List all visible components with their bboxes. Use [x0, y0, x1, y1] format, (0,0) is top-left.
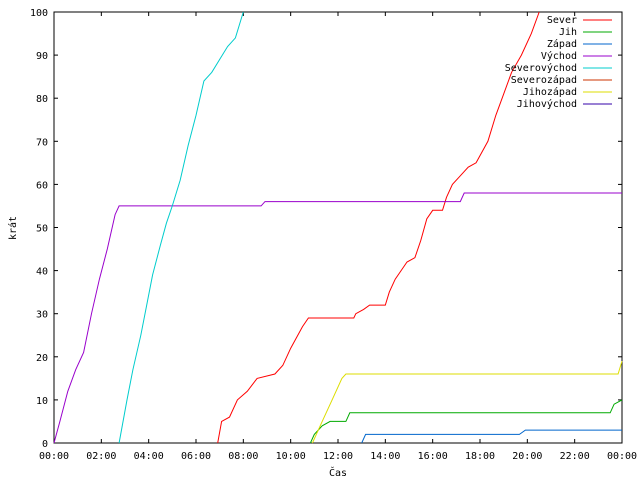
- y-tick-label: 100: [30, 8, 48, 19]
- x-tick-label: 14:00: [370, 451, 400, 462]
- legend-label: Severovýchod: [505, 62, 577, 74]
- legend-label: Západ: [547, 38, 577, 50]
- y-axis-ticks: 0 10 20 30 40 50 60 70 80 90 100: [30, 8, 622, 450]
- legend-label: Jihozápad: [523, 86, 577, 98]
- x-tick-label: 04:00: [134, 451, 164, 462]
- y-axis-label: krát: [7, 216, 19, 240]
- y-tick-label: 40: [36, 267, 48, 278]
- x-tick-label: 06:00: [181, 451, 211, 462]
- x-axis-ticks: 00:00 02:00 04:00 06:00 08:00 10:00 12:00 14:00…: [39, 12, 637, 462]
- x-tick-label: 16:00: [418, 451, 448, 462]
- y-tick-label: 0: [42, 439, 48, 450]
- y-tick-label: 50: [36, 224, 48, 235]
- legend-label: Východ: [541, 50, 577, 62]
- x-tick-label: 10:00: [276, 451, 306, 462]
- series-line-sever: [217, 11, 540, 444]
- x-tick-label: 00:00: [39, 451, 69, 462]
- x-tick-label: 18:00: [465, 451, 495, 462]
- series-line-jihozápad: [311, 360, 623, 444]
- y-tick-label: 70: [36, 137, 48, 148]
- x-tick-label: 08:00: [228, 451, 258, 462]
- y-tick-label: 20: [36, 353, 48, 364]
- legend-label: Sever: [547, 15, 577, 26]
- y-tick-label: 10: [36, 396, 48, 407]
- x-tick-label: 22:00: [560, 451, 590, 462]
- series-line-severovýchod: [118, 11, 244, 444]
- x-tick-label: 00:00: [607, 451, 637, 462]
- legend-label: Jih: [559, 27, 577, 38]
- y-tick-label: 60: [36, 180, 48, 191]
- x-tick-label: 12:00: [323, 451, 353, 462]
- series-line-západ: [361, 429, 622, 444]
- series-line-jih: [309, 399, 623, 444]
- x-axis-label: Čas: [329, 466, 347, 479]
- y-tick-label: 90: [36, 51, 48, 62]
- series-lines: [53, 11, 623, 444]
- legend: SeverJihZápadVýchodSeverovýchodSeverozáp…: [505, 15, 612, 110]
- x-tick-label: 20:00: [512, 451, 542, 462]
- y-tick-label: 30: [36, 310, 48, 321]
- x-tick-label: 02:00: [86, 451, 116, 462]
- legend-label: Jihovýchod: [517, 98, 577, 110]
- y-tick-label: 80: [36, 94, 48, 105]
- series-line-východ: [53, 192, 622, 444]
- legend-label: Severozápad: [511, 74, 577, 86]
